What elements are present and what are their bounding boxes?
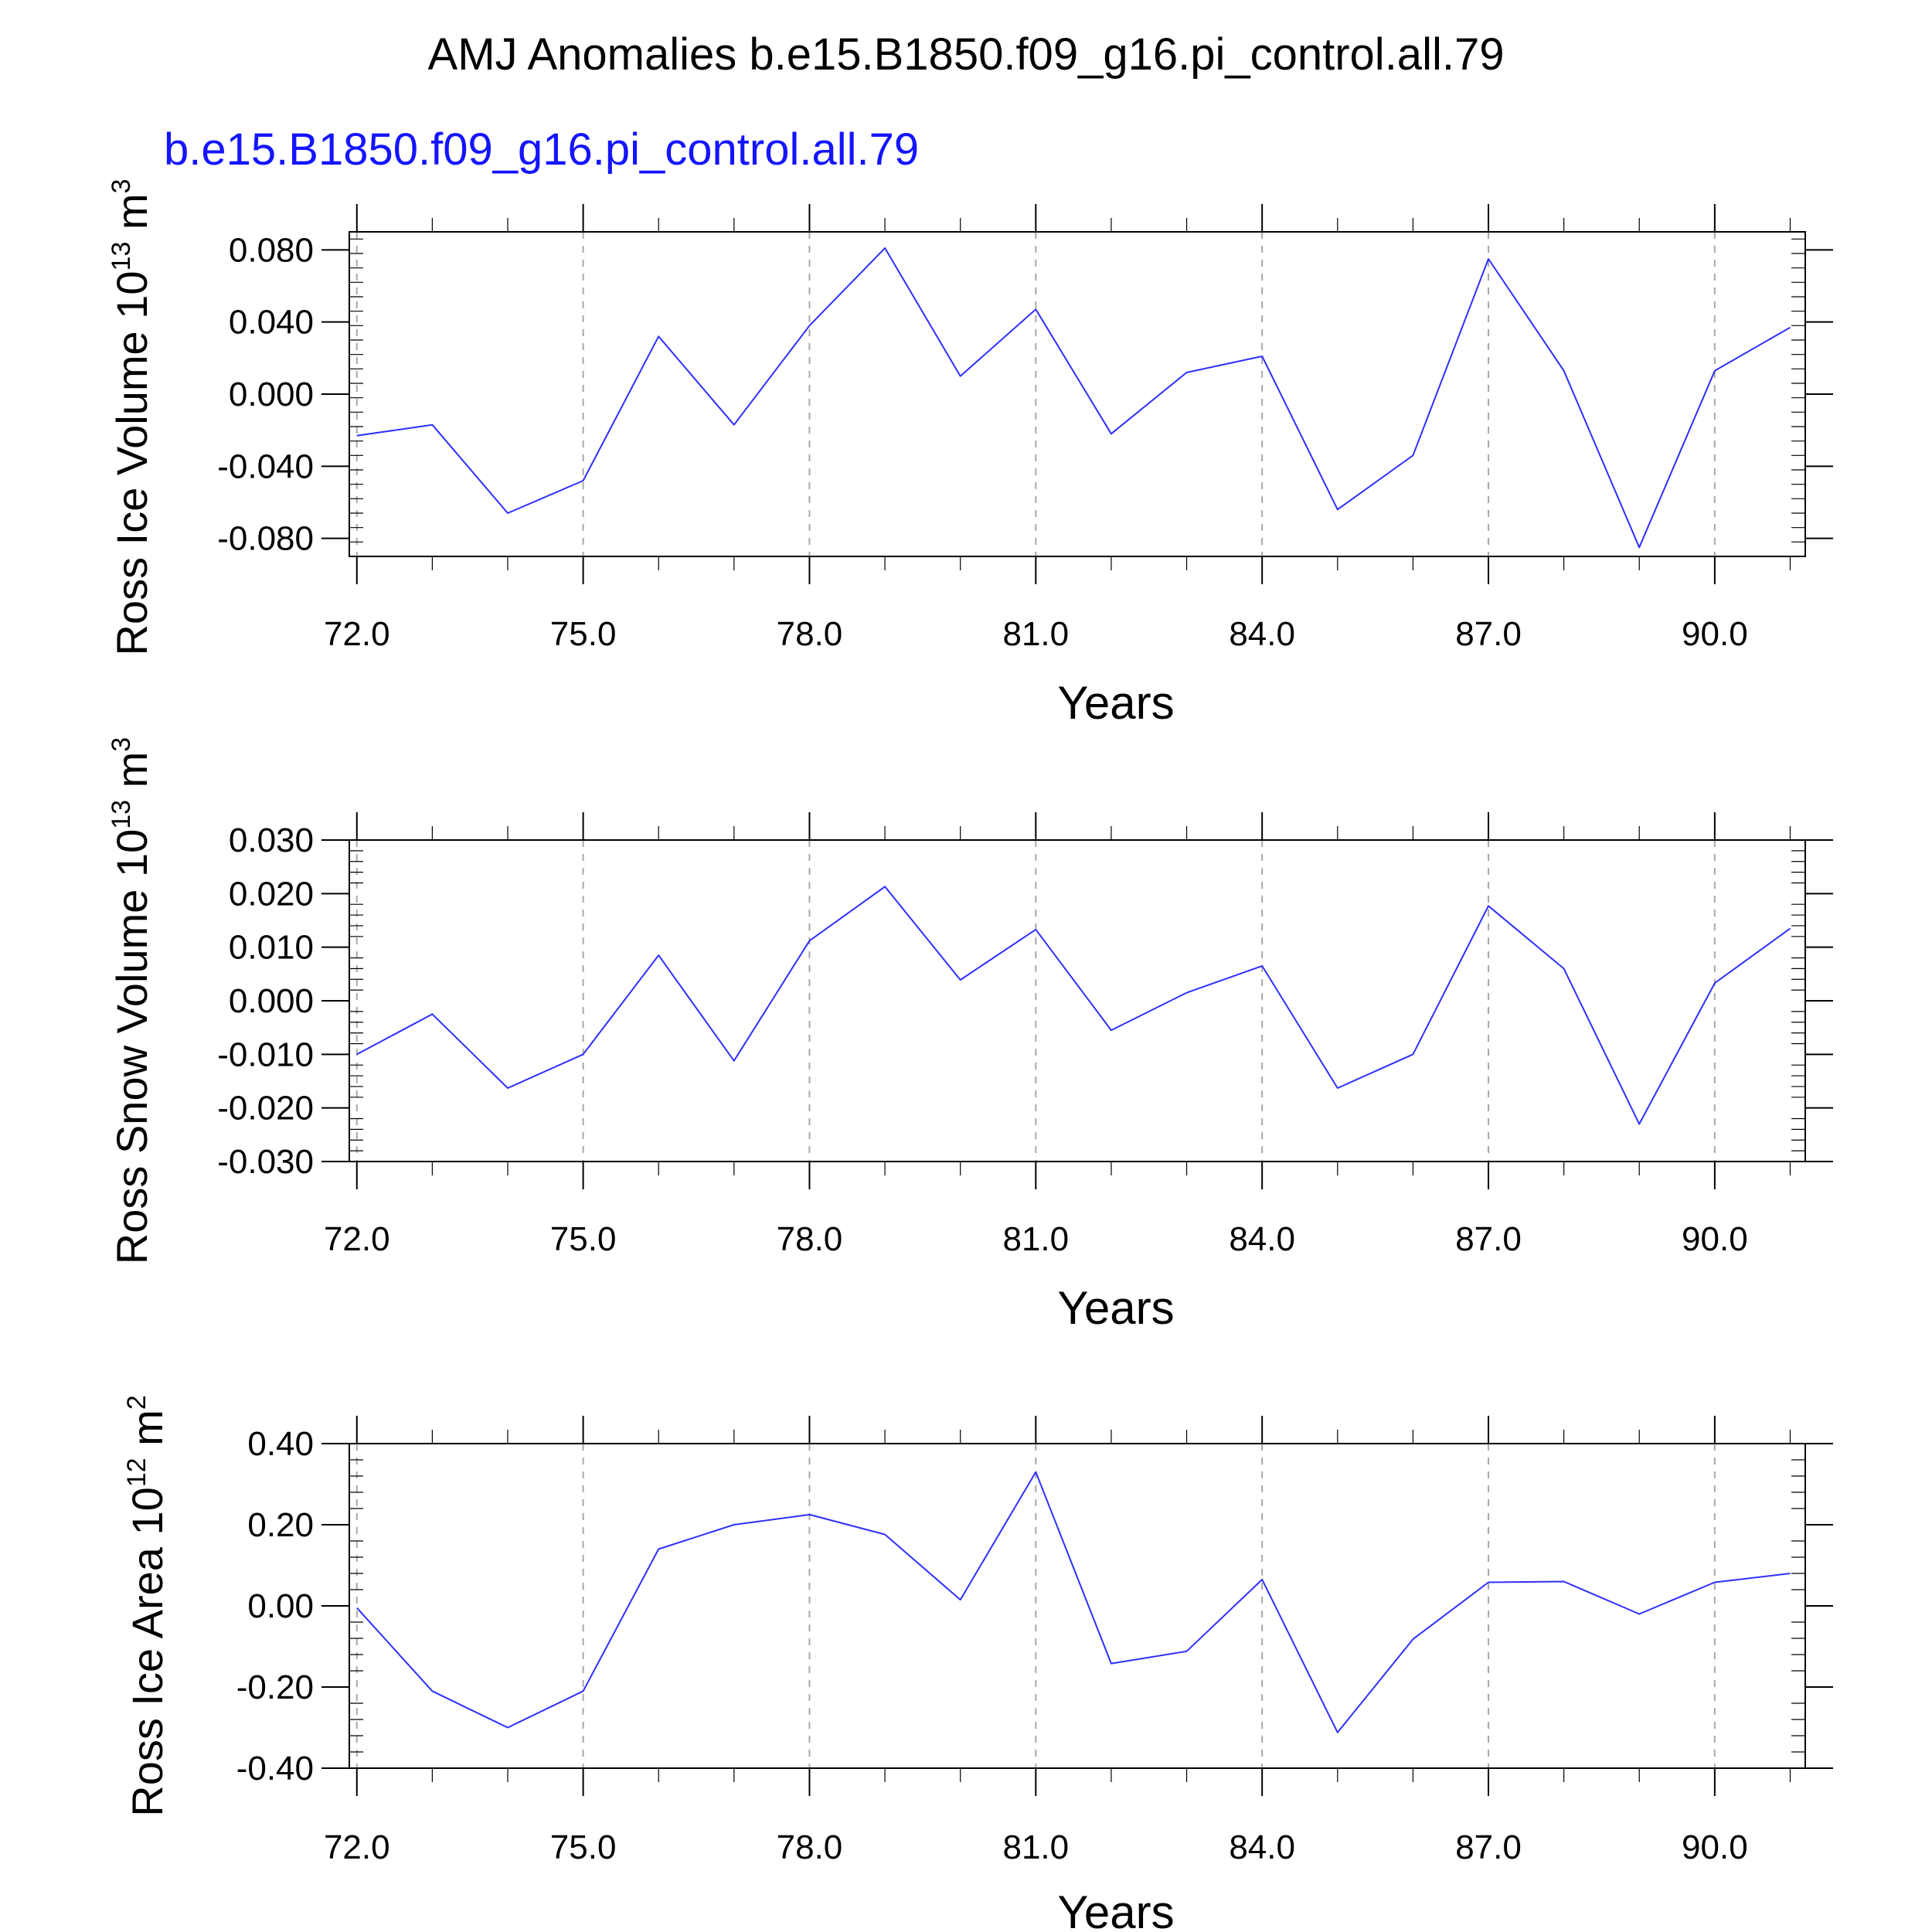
x-tick-label: 90.0 [1682,1828,1748,1866]
y-tick-label: -0.20 [236,1668,314,1706]
chart-panel: 72.0 75.0 78.0 81.0 84.0 87.0 90.0 -0.080 -0.040… [107,179,1833,729]
plot-frame [349,231,1806,557]
x-axis-label: Years [1057,677,1174,729]
y-axis-label: Ross Ice Area 1012 m2 [122,1395,172,1816]
y-tick-label: 0.40 [247,1425,314,1463]
x-tick-label: 75.0 [550,1828,617,1866]
x-axis-label: Years [1057,1282,1174,1334]
x-tick-label: 81.0 [1002,1828,1069,1866]
x-tick-label: 81.0 [1002,1220,1069,1258]
x-tick-label: 84.0 [1229,1220,1295,1258]
x-tick-label: 84.0 [1229,1828,1295,1866]
x-tick-label: 90.0 [1682,1220,1748,1258]
figure-title: AMJ Anomalies b.e15.B1850.f09_g16.pi_con… [428,29,1505,80]
x-tick-label: 87.0 [1455,615,1522,653]
x-tick-label: 81.0 [1002,615,1069,653]
y-tick-label: 0.000 [229,376,314,413]
y-tick-label: -0.020 [217,1090,314,1128]
y-tick-label: 0.20 [247,1506,314,1544]
x-axis-label: Years [1057,1886,1174,1932]
y-tick-label: -0.030 [217,1143,314,1181]
y-tick-label: -0.080 [217,520,314,558]
y-axis-label: Ross Ice Volume 1013 m3 [107,179,156,655]
x-tick-label: 87.0 [1455,1828,1522,1866]
y-tick-label: 0.000 [229,982,314,1020]
subtitle: b.e15.B1850.f09_g16.pi_control.all.79 [164,124,919,175]
y-tick-label: 0.030 [229,821,314,859]
y-tick-label: 0.00 [247,1587,314,1625]
x-tick-label: 78.0 [777,1220,843,1258]
y-tick-label: 0.080 [229,231,314,269]
x-tick-label: 90.0 [1682,615,1748,653]
x-tick-label: 78.0 [777,1828,843,1866]
y-axis-label: Ross Snow Volume 1013 m3 [107,737,156,1264]
x-tick-label: 87.0 [1455,1220,1522,1258]
y-tick-label: 0.040 [229,304,314,342]
y-tick-label: 0.010 [229,929,314,967]
series-line [356,886,1791,1125]
x-tick-label: 72.0 [324,615,390,653]
x-tick-label: 72.0 [324,1828,390,1866]
x-tick-label: 75.0 [550,615,617,653]
plot-frame [349,839,1806,1162]
chart-panels: 72.0 75.0 78.0 81.0 84.0 87.0 90.0 -0.080 -0.040… [107,179,1833,1932]
x-tick-label: 72.0 [324,1220,390,1258]
x-tick-label: 84.0 [1229,615,1295,653]
x-tick-label: 78.0 [777,615,843,653]
y-tick-label: -0.040 [217,447,314,485]
series-line [356,247,1791,549]
x-tick-label: 75.0 [550,1220,617,1258]
y-tick-label: -0.40 [236,1750,314,1787]
series-line [356,1471,1791,1733]
y-tick-label: -0.010 [217,1036,314,1073]
chart-panel: 72.0 75.0 78.0 81.0 84.0 87.0 90.0 -0.40 -0.20 0.… [122,1395,1833,1932]
plot-frame [349,1443,1806,1769]
y-tick-label: 0.020 [229,875,314,913]
chart-panel: 72.0 75.0 78.0 81.0 84.0 87.0 90.0 -0.030 -0.020… [107,737,1833,1334]
